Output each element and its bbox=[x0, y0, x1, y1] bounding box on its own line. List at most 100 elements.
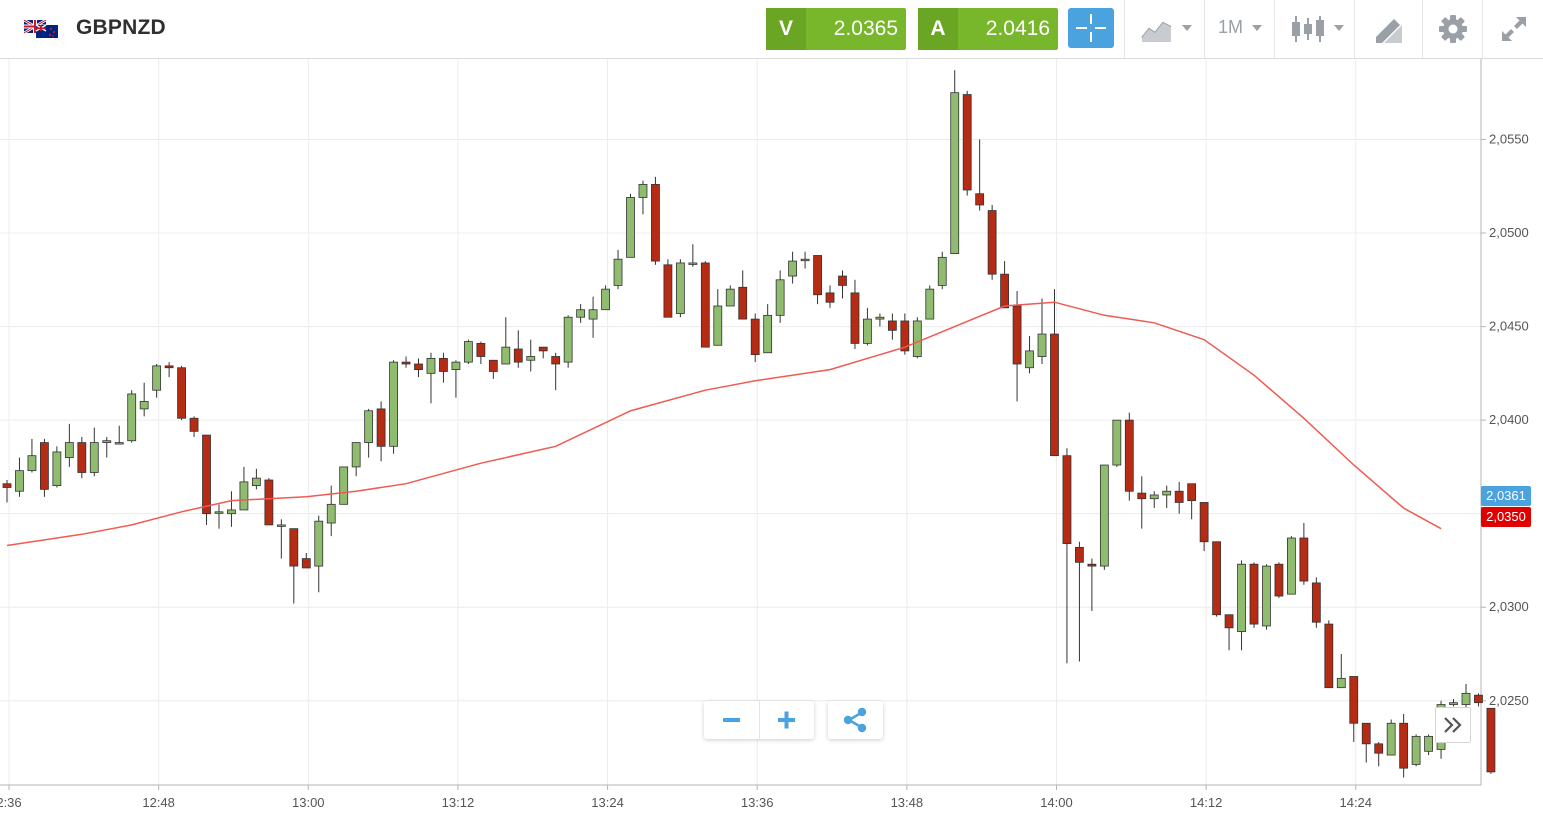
price-tick-label: 2,0400 bbox=[1489, 412, 1529, 427]
chart-type-dropdown[interactable] bbox=[1124, 0, 1205, 58]
candle bbox=[301, 552, 311, 569]
candle bbox=[139, 382, 149, 417]
settings-button[interactable] bbox=[1422, 0, 1483, 58]
candle bbox=[314, 515, 324, 593]
candle bbox=[52, 446, 62, 488]
buy-button[interactable]: A 2.0416 bbox=[918, 8, 1058, 50]
time-tick-label: 13:24 bbox=[591, 795, 624, 810]
candle bbox=[775, 270, 785, 323]
candle bbox=[713, 289, 723, 346]
double-chevron-right-icon bbox=[1444, 717, 1462, 733]
drawing-tools-button[interactable] bbox=[1354, 0, 1423, 58]
candle bbox=[513, 330, 523, 368]
period-dropdown[interactable]: 1M bbox=[1204, 0, 1275, 58]
candle bbox=[1050, 289, 1059, 457]
candle bbox=[763, 304, 773, 354]
candle bbox=[688, 244, 698, 267]
candle bbox=[887, 313, 897, 340]
candle bbox=[501, 317, 511, 365]
candle bbox=[102, 436, 112, 458]
candle bbox=[476, 341, 486, 364]
candle bbox=[1336, 654, 1346, 689]
candle bbox=[1299, 523, 1309, 585]
time-tick-label: 12:48 bbox=[142, 795, 175, 810]
candle bbox=[601, 285, 610, 311]
candle bbox=[1249, 562, 1259, 628]
sell-button[interactable]: V 2.0365 bbox=[766, 8, 906, 50]
scroll-to-latest-button[interactable] bbox=[1435, 707, 1471, 743]
candle bbox=[725, 285, 735, 307]
candle bbox=[937, 251, 947, 290]
candle bbox=[675, 259, 685, 318]
candle bbox=[1199, 502, 1209, 552]
price-chart[interactable]: 2,0250 2,0300 2,0350 2,0400 2,0450 2,0500 2,05… bbox=[0, 59, 1543, 821]
candle bbox=[1137, 476, 1147, 529]
candle bbox=[651, 176, 660, 265]
candle bbox=[114, 425, 124, 445]
candle-style-dropdown[interactable] bbox=[1274, 0, 1355, 58]
time-tick-label: 13:00 bbox=[292, 795, 325, 810]
candle bbox=[426, 352, 436, 404]
fullscreen-button[interactable] bbox=[1482, 0, 1543, 58]
sell-price: 2.0365 bbox=[833, 17, 898, 40]
candle bbox=[950, 70, 960, 254]
zoom-out-button[interactable] bbox=[704, 701, 760, 739]
candle bbox=[638, 180, 648, 215]
candle bbox=[1424, 734, 1433, 756]
candle bbox=[239, 466, 249, 511]
crosshair-button[interactable] bbox=[1068, 8, 1114, 48]
share-icon bbox=[843, 707, 867, 733]
buy-label: A bbox=[918, 8, 958, 50]
moving-average-tag: 2,0350 bbox=[1481, 507, 1531, 527]
zoom-in-button[interactable] bbox=[759, 701, 814, 739]
candle bbox=[538, 346, 548, 359]
candle bbox=[64, 423, 74, 467]
minus-icon bbox=[723, 718, 740, 722]
candlestick-icon bbox=[1292, 16, 1324, 42]
time-tick-label: 14:12 bbox=[1190, 795, 1223, 810]
candle bbox=[401, 356, 411, 368]
candle bbox=[1486, 707, 1496, 774]
toolbar: GBPNZD V 2.0365 A 2.0416 1M bbox=[0, 0, 1543, 59]
candle bbox=[1149, 491, 1159, 509]
candle bbox=[463, 339, 473, 364]
time-tick-label: 13:48 bbox=[891, 795, 924, 810]
candle bbox=[40, 438, 49, 497]
candle bbox=[1324, 620, 1334, 689]
price-tick-label: 2,0550 bbox=[1489, 131, 1529, 146]
price-tick-label: 2,0250 bbox=[1489, 693, 1529, 708]
time-axis: 2:36 12:48 13:00 13:12 13:24 13:36 13:48 14:00 1… bbox=[0, 785, 1372, 810]
candle bbox=[214, 504, 224, 529]
candle bbox=[588, 296, 598, 338]
time-tick-label: 13:12 bbox=[442, 795, 475, 810]
time-tick-label: 13:36 bbox=[741, 795, 774, 810]
candle bbox=[127, 390, 137, 443]
candle bbox=[227, 491, 236, 527]
share-button[interactable] bbox=[828, 701, 883, 739]
candle bbox=[1187, 483, 1197, 520]
candle bbox=[1361, 722, 1371, 763]
candle bbox=[1386, 719, 1396, 756]
candle bbox=[875, 313, 885, 327]
candle bbox=[576, 304, 586, 323]
candle bbox=[925, 285, 935, 320]
time-tick-label: 2:36 bbox=[0, 795, 22, 810]
candle bbox=[1012, 291, 1022, 402]
candle bbox=[825, 285, 835, 308]
candle bbox=[1000, 261, 1009, 309]
time-tick-label: 14:24 bbox=[1339, 795, 1372, 810]
expand-icon bbox=[1502, 17, 1526, 41]
candle bbox=[488, 359, 498, 379]
candle bbox=[451, 360, 461, 398]
candle bbox=[439, 352, 448, 383]
candle bbox=[264, 478, 274, 526]
candle bbox=[351, 442, 361, 477]
candle bbox=[189, 416, 199, 437]
candle bbox=[962, 90, 972, 196]
candle bbox=[389, 360, 398, 454]
candle bbox=[414, 358, 423, 378]
instrument-symbol: GBPNZD bbox=[76, 16, 166, 39]
candle bbox=[850, 279, 860, 350]
candle bbox=[1087, 558, 1097, 611]
candle bbox=[77, 436, 87, 479]
